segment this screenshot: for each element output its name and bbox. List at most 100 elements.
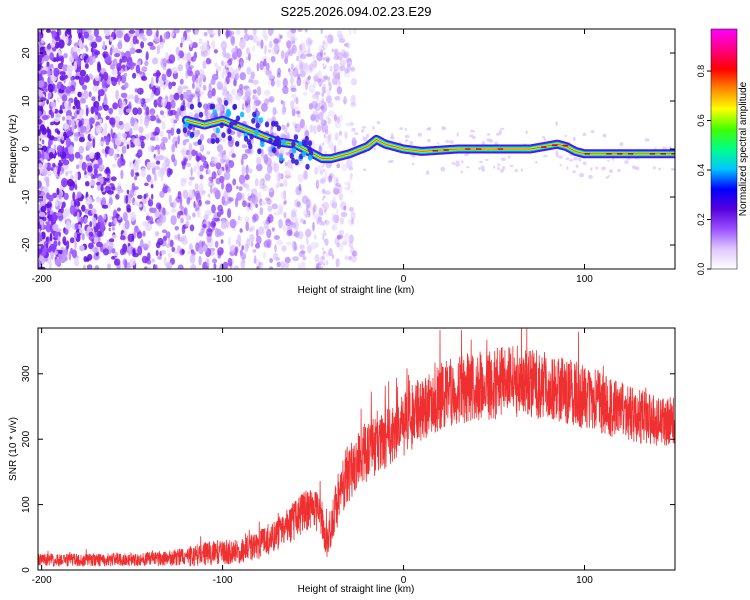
noise-blob [160, 146, 167, 151]
noise-blob [268, 96, 275, 103]
noise-blob [88, 117, 96, 125]
noise-blob [344, 255, 348, 261]
noise-blob [333, 187, 340, 195]
noise-blob [331, 253, 335, 260]
noise-blob [174, 226, 179, 231]
noise-blob [56, 57, 62, 62]
noise-blob [404, 134, 410, 139]
ridge-spot [235, 115, 241, 122]
ridge-spot [251, 117, 256, 124]
noise-blob [103, 104, 109, 111]
noise-blob [150, 77, 154, 88]
noise-blob [297, 174, 304, 183]
noise-blob [411, 162, 415, 166]
noise-blob [336, 52, 344, 61]
noise-blob [247, 193, 251, 197]
noise-blob [335, 177, 339, 187]
noise-blob [290, 210, 297, 218]
noise-blob [160, 97, 167, 107]
noise-blob [47, 83, 54, 93]
noise-blob [318, 45, 323, 52]
noise-blob [47, 171, 52, 177]
noise-blob [89, 142, 93, 148]
noise-blob [114, 137, 122, 146]
noise-blob [481, 168, 485, 172]
noise-blob [81, 204, 86, 212]
noise-blob [143, 119, 150, 126]
noise-blob [149, 45, 156, 50]
noise-blob [206, 151, 211, 155]
noise-blob [280, 50, 285, 60]
noise-blob [662, 146, 667, 150]
noise-blob [351, 137, 357, 142]
x-tick-label: -200 [32, 575, 52, 586]
noise-blob [161, 136, 168, 144]
noise-blob [111, 234, 118, 239]
noise-blob [297, 29, 303, 33]
noise-blob [65, 36, 69, 45]
noise-blob [70, 76, 74, 81]
snr-x-label: Height of straight line (km) [298, 584, 415, 595]
noise-blob [38, 247, 43, 254]
noise-blob [100, 223, 105, 233]
noise-blob [297, 73, 301, 80]
noise-blob [124, 82, 129, 89]
noise-blob [312, 54, 316, 60]
noise-blob [336, 234, 344, 240]
noise-blob [165, 244, 171, 248]
noise-blob [108, 197, 113, 206]
noise-blob [53, 67, 60, 78]
noise-blob [313, 125, 317, 135]
noise-blob [41, 257, 45, 265]
noise-blob [167, 109, 174, 117]
noise-blob [170, 99, 176, 109]
noise-blob [144, 182, 149, 187]
noise-blob [479, 160, 483, 164]
noise-blob [252, 249, 257, 253]
noise-blob [327, 139, 333, 149]
noise-blob [326, 251, 330, 258]
noise-blob [322, 164, 325, 168]
colorbar-label: Normalized spectral amplitude [738, 81, 749, 216]
noise-blob [208, 59, 212, 64]
noise-blob [83, 31, 90, 39]
noise-blob [329, 172, 334, 179]
noise-blob [282, 177, 287, 187]
noise-blob [147, 42, 154, 47]
noise-blob [322, 201, 329, 211]
noise-blob [145, 97, 151, 104]
noise-blob [198, 183, 204, 192]
noise-blob [267, 49, 272, 53]
noise-blob [46, 44, 52, 50]
noise-blob [185, 94, 192, 101]
noise-blob [162, 114, 165, 119]
noise-blob [77, 57, 81, 67]
noise-blob [220, 40, 227, 51]
noise-blob [120, 74, 127, 84]
noise-blob [91, 96, 96, 102]
noise-blob [235, 29, 241, 36]
noise-blob [94, 105, 99, 115]
noise-blob [78, 136, 85, 143]
noise-blob [332, 196, 337, 205]
noise-blob [92, 85, 100, 92]
noise-blob [349, 121, 355, 127]
noise-blob [58, 39, 65, 49]
noise-blob [209, 33, 214, 38]
noise-blob [145, 222, 153, 231]
noise-blob [163, 183, 166, 191]
noise-blob [38, 110, 42, 117]
noise-blob [75, 99, 81, 110]
noise-blob [344, 68, 349, 74]
noise-blob [185, 29, 191, 33]
noise-blob [319, 170, 324, 175]
noise-blob [228, 237, 232, 247]
noise-blob [211, 40, 216, 49]
noise-blob [146, 174, 152, 183]
colorbar: 0.0 0.2 0.4 0.6 0.8 Normalized spectral ampl… [696, 28, 749, 275]
noise-blob [259, 207, 264, 216]
noise-blob [329, 65, 333, 72]
noise-blob [46, 181, 50, 188]
noise-blob [174, 249, 179, 255]
noise-blob [404, 139, 409, 143]
